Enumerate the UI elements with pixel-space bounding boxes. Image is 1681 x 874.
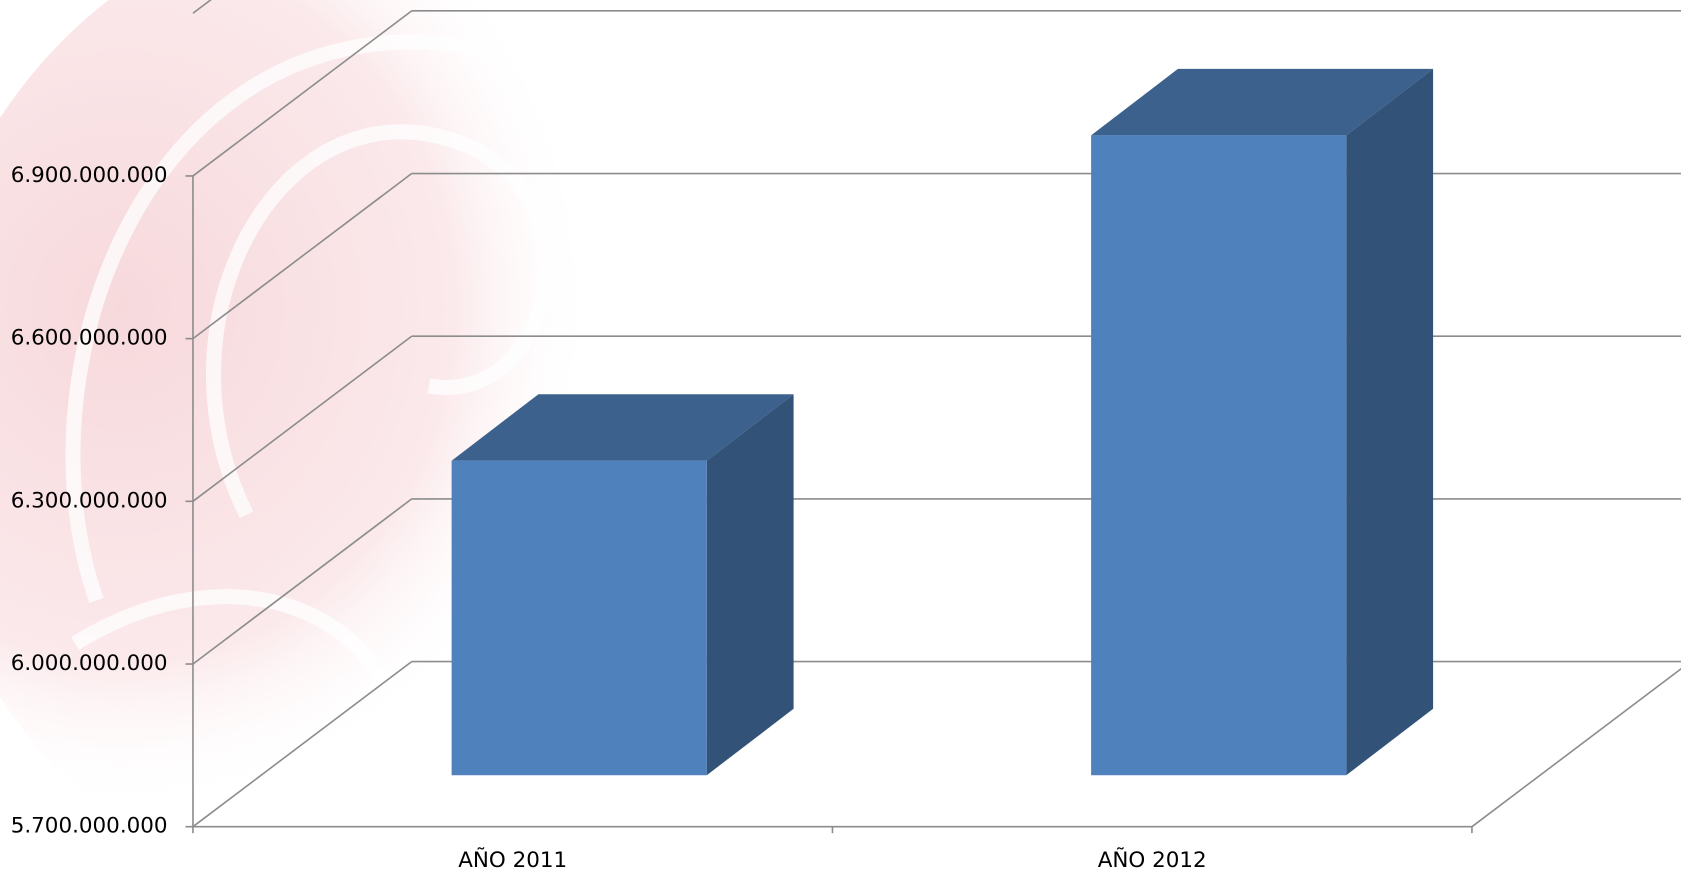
grid-line xyxy=(192,10,413,177)
bar xyxy=(1091,135,1347,776)
bar-top xyxy=(451,394,794,461)
grid-line xyxy=(192,335,413,502)
grid-line xyxy=(192,498,413,665)
bar-top xyxy=(1091,68,1434,136)
y-tick-label: 6.300.000.000 xyxy=(11,488,168,513)
y-tick-label: 6.900.000.000 xyxy=(11,163,168,188)
bar-side xyxy=(1346,68,1434,776)
grid-line xyxy=(192,172,413,340)
x-tick-label: AÑO 2011 xyxy=(458,846,567,873)
y-tick-label: 5.700.000.000 xyxy=(11,814,168,839)
y-tick-label: 6.000.000.000 xyxy=(11,651,168,676)
grid-line xyxy=(192,660,413,828)
x-tick-label: AÑO 2012 xyxy=(1098,846,1207,873)
y-tick-label: 6.600.000.000 xyxy=(11,326,168,351)
background-swirl xyxy=(65,34,702,690)
bar xyxy=(451,460,707,776)
floor-edge xyxy=(1471,667,1681,828)
bar-side xyxy=(706,394,794,776)
